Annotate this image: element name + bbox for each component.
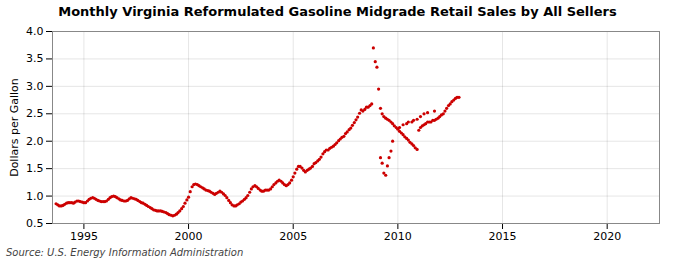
svg-text:Dollars per Gallon: Dollars per Gallon (8, 78, 21, 177)
svg-text:2020: 2020 (593, 230, 621, 243)
svg-text:2.0: 2.0 (26, 135, 44, 148)
svg-text:4.0: 4.0 (26, 25, 44, 38)
svg-text:1.5: 1.5 (26, 162, 44, 175)
svg-text:2015: 2015 (489, 230, 517, 243)
html-text:Source: U.S. Energy Informatio: Source: U.S. Energy Information Administ… (6, 247, 244, 258)
svg-text:2.5: 2.5 (26, 107, 44, 120)
svg-text:1.0: 1.0 (26, 190, 44, 203)
svg-text:2005: 2005 (279, 230, 307, 243)
svg-text:0.5: 0.5 (26, 217, 44, 230)
svg-text:3.5: 3.5 (26, 52, 44, 65)
svg-text:2010: 2010 (384, 230, 412, 243)
html-text:Monthly Virginia Reformulated: Monthly Virginia Reformulated Gasoline M… (58, 4, 617, 19)
svg-text:3.0: 3.0 (26, 80, 44, 93)
svg-text:2000: 2000 (175, 230, 203, 243)
svg-text:1995: 1995 (70, 230, 98, 243)
